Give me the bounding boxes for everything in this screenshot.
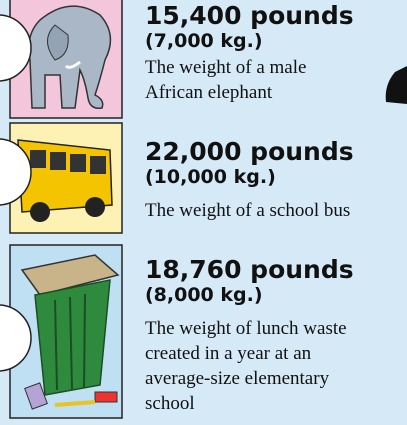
description-line: created in a year at an [145,343,312,364]
weight: 22,000 pounds [145,137,354,166]
metric-weight: (10,000 kg.) [145,166,276,188]
metric-weight: (8,000 kg.) [145,284,263,306]
description-line: The weight of a male [145,57,306,78]
weight: 18,760 pounds [145,255,354,284]
description-line: school [145,393,195,414]
description-line: The weight of lunch waste [145,318,347,339]
metric-weight: (7,000 kg.) [145,30,263,52]
description-line: The weight of a school bus [145,200,350,221]
weight: 15,400 pounds [145,1,354,30]
description-line: average-size elementary [145,368,330,389]
description-line: African elephant [145,82,273,103]
infographic: 15,400 pounds(7,000 kg.) The weight of a … [0,0,407,425]
